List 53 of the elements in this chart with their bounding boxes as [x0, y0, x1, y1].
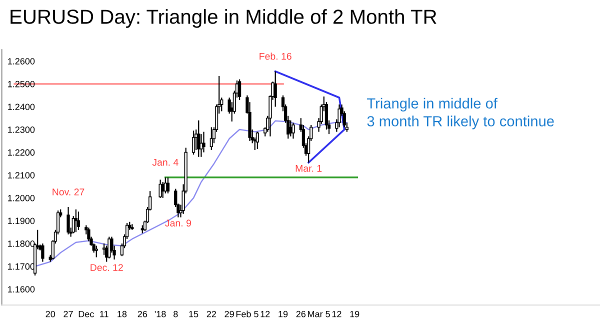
x-tick-label: Mar 5: [308, 310, 330, 318]
x-tick-label: 12: [332, 310, 342, 318]
x-tick-label: 29: [224, 310, 234, 318]
y-tick-label: 1.2100: [8, 172, 35, 178]
candlestick: [210, 126, 213, 151]
candlestick: [202, 131, 206, 153]
y-tick-label: 1.2300: [8, 126, 35, 133]
x-tick-label: 11: [100, 310, 108, 318]
x-tick-label: 18: [118, 310, 127, 318]
candlestick: [66, 206, 70, 235]
y-tick-label: 1.2200: [8, 149, 35, 156]
y-tick-label: 1.1900: [8, 218, 35, 224]
candlestick: [256, 131, 260, 150]
y-tick-label: 1.1800: [8, 240, 35, 247]
y-tick-label: 1.1600: [8, 286, 35, 292]
annotation: Jan. 4: [152, 158, 178, 166]
candlestick: [292, 122, 295, 140]
y-tick-label: 1.2500: [8, 80, 35, 88]
annotation: Dec. 12: [90, 264, 123, 271]
candlestick: [87, 227, 90, 242]
x-tick-label: 22: [206, 310, 216, 318]
candlestick: [197, 120, 200, 158]
x-tick-label: '18: [154, 310, 166, 318]
annotation: Nov. 27: [52, 188, 84, 196]
chart-title: EURUSD Day: Triangle in Middle of 2 Month TR: [10, 9, 436, 28]
annotation: Triangle in middle of 3 month TR likely to continue: [367, 98, 554, 130]
candlestick: [94, 245, 98, 258]
x-tick-label: Feb 5: [236, 310, 258, 318]
x-tick-label: 20: [46, 310, 56, 318]
annotation: Feb. 16: [260, 52, 292, 60]
candlestick: [76, 211, 80, 230]
y-tick-label: 1.2600: [8, 58, 35, 64]
candlestick: [238, 78, 242, 100]
candlestick: [41, 242, 44, 262]
candlestick: [274, 70, 277, 108]
y-tick-label: 1.2400: [8, 104, 35, 110]
x-tick-label: Dec: [78, 310, 94, 318]
candlestick: [74, 208, 78, 233]
x-tick-label: 15: [189, 310, 198, 318]
x-tick-label: 19: [350, 310, 360, 318]
annotation: Jan. 9: [165, 220, 191, 227]
x-tick-label: 27: [64, 310, 73, 318]
y-tick-label: 1.2000: [8, 194, 35, 202]
candlestick: [338, 104, 341, 128]
x-tick-label: 26: [296, 310, 306, 318]
x-tick-label: 12: [260, 310, 270, 318]
x-tick-label: 26: [138, 310, 148, 318]
x-tick-label: 19: [278, 310, 288, 318]
x-tick-label: 8: [174, 310, 178, 318]
candlestick: [192, 130, 196, 156]
annotation: Mar. 1: [296, 165, 322, 172]
candlestick: [158, 179, 162, 198]
candlestick: [166, 176, 170, 194]
